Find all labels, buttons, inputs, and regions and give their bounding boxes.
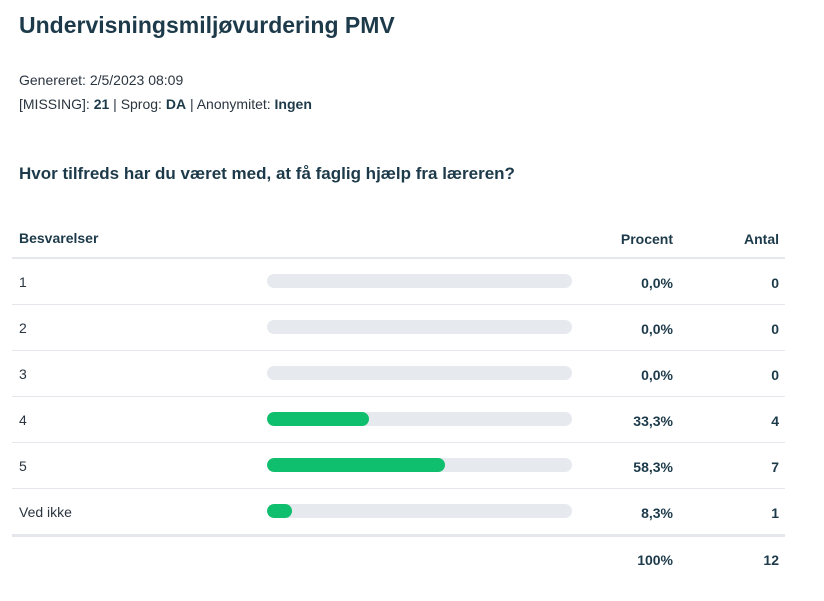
generated-label: Genereret: bbox=[19, 72, 86, 88]
count-value: 7 bbox=[771, 459, 779, 475]
header-count: Antal bbox=[744, 231, 779, 247]
generated-info: Genereret: 2/5/2023 08:09 bbox=[19, 72, 183, 88]
progress-bar bbox=[267, 504, 572, 518]
progress-bar-fill bbox=[267, 504, 293, 518]
percent-value: 8,3% bbox=[641, 505, 673, 521]
total-count: 12 bbox=[763, 552, 779, 568]
table-total-row: 100% 12 bbox=[12, 536, 785, 582]
survey-info: [MISSING]: 21 | Sprog: DA | Anonymitet: … bbox=[19, 96, 312, 112]
generated-value: 2/5/2023 08:09 bbox=[89, 72, 184, 88]
answer-label: 5 bbox=[19, 458, 27, 474]
count-value: 4 bbox=[771, 413, 779, 429]
language-label: Sprog: bbox=[120, 96, 162, 112]
separator: | bbox=[189, 96, 197, 112]
percent-value: 58,3% bbox=[633, 459, 673, 475]
results-table: Besvarelser Procent Antal 1 0,0% 0 2 0,0% 0 3 0… bbox=[12, 222, 785, 582]
table-row: 2 0,0% 0 bbox=[12, 305, 785, 351]
progress-bar-fill bbox=[267, 412, 369, 426]
table-row: 3 0,0% 0 bbox=[12, 351, 785, 397]
progress-bar bbox=[267, 412, 572, 426]
answer-label: Ved ikke bbox=[19, 504, 72, 520]
progress-bar bbox=[267, 320, 572, 334]
answer-label: 3 bbox=[19, 366, 27, 382]
header-answers: Besvarelser bbox=[19, 230, 99, 246]
table-body: 1 0,0% 0 2 0,0% 0 3 0,0% 0 4 33,3% 4 5 58,3% 7 Ved ikke… bbox=[12, 259, 785, 536]
page-title: Undervisningsmiljøvurdering PMV bbox=[19, 12, 395, 38]
progress-bar-fill bbox=[267, 458, 445, 472]
table-row: Ved ikke 8,3% 1 bbox=[12, 489, 785, 536]
count-value: 1 bbox=[771, 505, 779, 521]
answer-label: 2 bbox=[19, 320, 27, 336]
progress-bar bbox=[267, 366, 572, 380]
percent-value: 0,0% bbox=[641, 321, 673, 337]
header-percent: Procent bbox=[620, 231, 673, 247]
count-value: 0 bbox=[771, 275, 779, 291]
missing-value: 21 bbox=[93, 96, 110, 112]
percent-value: 0,0% bbox=[641, 367, 673, 383]
table-row: 4 33,3% 4 bbox=[12, 397, 785, 443]
percent-value: 33,3% bbox=[633, 413, 673, 429]
table-header: Besvarelser Procent Antal bbox=[12, 222, 785, 259]
question-title: Hvor tilfreds har du været med, at få fa… bbox=[19, 164, 515, 183]
progress-bar bbox=[267, 274, 572, 288]
separator: | bbox=[113, 96, 121, 112]
answer-label: 4 bbox=[19, 412, 27, 428]
anonymity-value: Ingen bbox=[274, 96, 312, 112]
count-value: 0 bbox=[771, 367, 779, 383]
total-percent: 100% bbox=[637, 552, 673, 568]
table-row: 5 58,3% 7 bbox=[12, 443, 785, 489]
anonymity-label: Anonymitet: bbox=[196, 96, 271, 112]
answer-label: 1 bbox=[19, 274, 27, 290]
percent-value: 0,0% bbox=[641, 275, 673, 291]
missing-label: [MISSING]: bbox=[19, 96, 90, 112]
table-row: 1 0,0% 0 bbox=[12, 259, 785, 305]
count-value: 0 bbox=[771, 321, 779, 337]
language-value: DA bbox=[165, 96, 187, 112]
progress-bar bbox=[267, 458, 572, 472]
